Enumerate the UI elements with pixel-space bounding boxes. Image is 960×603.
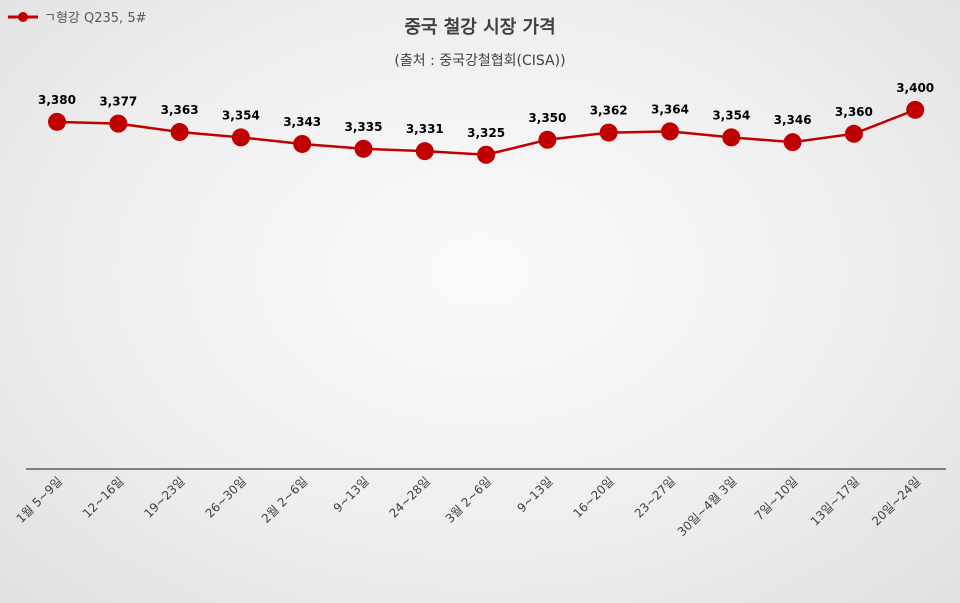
data-label: 3,380 [38, 93, 76, 107]
data-point [48, 112, 66, 131]
data-point [354, 139, 373, 158]
data-label: 3,331 [406, 122, 444, 136]
legend: ㄱ형강 Q235, 5# [8, 11, 147, 26]
data-label: 3,343 [283, 115, 321, 129]
data-label: 3,350 [528, 111, 566, 125]
x-tick-label: 13일~17일 [808, 474, 862, 528]
data-point [844, 124, 863, 143]
data-point [661, 122, 679, 141]
x-tick-label: 20일~24일 [869, 474, 923, 528]
x-tick-label: 16~20일 [570, 474, 616, 520]
data-label: 3,362 [590, 104, 628, 118]
data-label: 3,325 [467, 126, 505, 140]
x-tick-label: 24~28일 [387, 474, 433, 520]
data-point [538, 130, 557, 149]
data-point [477, 145, 496, 164]
series-layer [48, 100, 925, 164]
x-tick-label: 23~27일 [632, 474, 678, 520]
x-tick-label: 9~13일 [515, 474, 556, 515]
data-point [415, 142, 434, 161]
data-point [170, 123, 189, 142]
data-point [722, 128, 741, 147]
data-label: 3,400 [896, 81, 934, 95]
x-tick-label: 3월 2~6일 [443, 474, 495, 526]
data-label: 3,364 [651, 102, 689, 116]
x-tick-label: 19~23일 [141, 474, 187, 520]
x-tick-label: 26~30일 [203, 474, 249, 520]
data-label: 3,360 [835, 105, 873, 119]
x-tick-label: 12~16일 [80, 474, 126, 520]
x-tick-label: 1월 5~9일 [14, 474, 66, 526]
data-point [599, 123, 618, 142]
data-label: 3,346 [774, 113, 812, 127]
x-tick-label: 30일~4월 3일 [675, 474, 740, 539]
legend-marker-swatch [18, 12, 28, 22]
data-label-layer: 3,380 3,377 3,363 3,354 3,343 3,335 3,331 3,325… [38, 81, 934, 140]
data-label: 3,377 [99, 95, 137, 109]
x-tick-layer: 1월 5~9일 12~16일 19~23일 26~30일 2월 2~6일 9~13일 24~… [14, 474, 924, 539]
data-label: 3,354 [222, 108, 260, 122]
data-point [906, 100, 925, 119]
x-tick-label: 7일~10일 [752, 474, 801, 523]
x-tick-label: 2월 2~6일 [259, 474, 311, 526]
data-label: 3,363 [161, 103, 199, 117]
data-label: 3,335 [345, 120, 383, 134]
chart-title: 중국 철강 시장 가격 [404, 17, 555, 38]
data-point [293, 134, 312, 153]
x-tick-label: 9~13일 [331, 474, 372, 515]
data-label: 3,354 [712, 108, 750, 122]
chart-subtitle: (출처 : 중국강철협회(CISA)) [394, 53, 565, 69]
data-point [109, 114, 128, 133]
data-point [231, 128, 250, 147]
legend-label: ㄱ형강 Q235, 5# [44, 11, 147, 26]
data-point [783, 133, 802, 152]
